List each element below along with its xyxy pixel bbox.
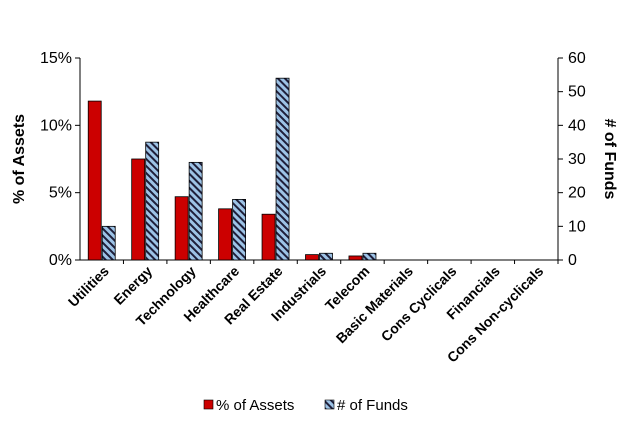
y-tick-label: 15% — [40, 50, 72, 67]
x-tick-label: Utilities — [65, 263, 112, 310]
legend-label-assets: % of Assets — [216, 397, 294, 414]
y2-axis-title: # of Funds — [601, 119, 618, 200]
y2-tick-label: 40 — [568, 117, 586, 134]
bar-assets — [87, 100, 102, 261]
y-tick-label: 0% — [49, 252, 72, 269]
bar-funds — [319, 252, 333, 261]
x-tick-label: Basic Materials — [333, 263, 417, 347]
bar-assets — [305, 254, 319, 261]
y-axis-title: % of Assets — [11, 114, 28, 204]
bar-funds — [232, 198, 246, 261]
bar-assets — [348, 255, 363, 261]
y-tick-label: 10% — [40, 117, 72, 134]
legend-label-funds: # of Funds — [337, 397, 408, 414]
legend: % of Assets # of Funds — [203, 397, 408, 414]
y2-tick-label: 0 — [568, 252, 577, 269]
y2-tick-label: 60 — [568, 50, 586, 67]
y2-tick-label: 20 — [568, 185, 586, 202]
bar-funds — [362, 252, 377, 261]
y2-tick-label: 50 — [568, 84, 586, 101]
y2-tick-label: 30 — [568, 151, 586, 168]
bar-funds — [101, 225, 116, 261]
bar-funds — [275, 77, 290, 261]
bar-funds — [145, 141, 160, 261]
bar-assets — [261, 213, 276, 261]
bar-assets — [131, 158, 146, 261]
y2-tick-label: 10 — [568, 218, 586, 235]
plot-area: 0%5%10%15%0102030405060UtilitiesEnergyTe… — [40, 50, 586, 365]
bar-funds — [188, 161, 203, 261]
y-tick-label: 5% — [49, 185, 72, 202]
legend-swatch-assets — [203, 399, 214, 410]
legend-swatch-funds — [324, 399, 335, 410]
bar-assets — [174, 196, 189, 261]
bar-assets — [218, 208, 232, 261]
x-tick-label: Cons Cyclicals — [378, 263, 460, 345]
